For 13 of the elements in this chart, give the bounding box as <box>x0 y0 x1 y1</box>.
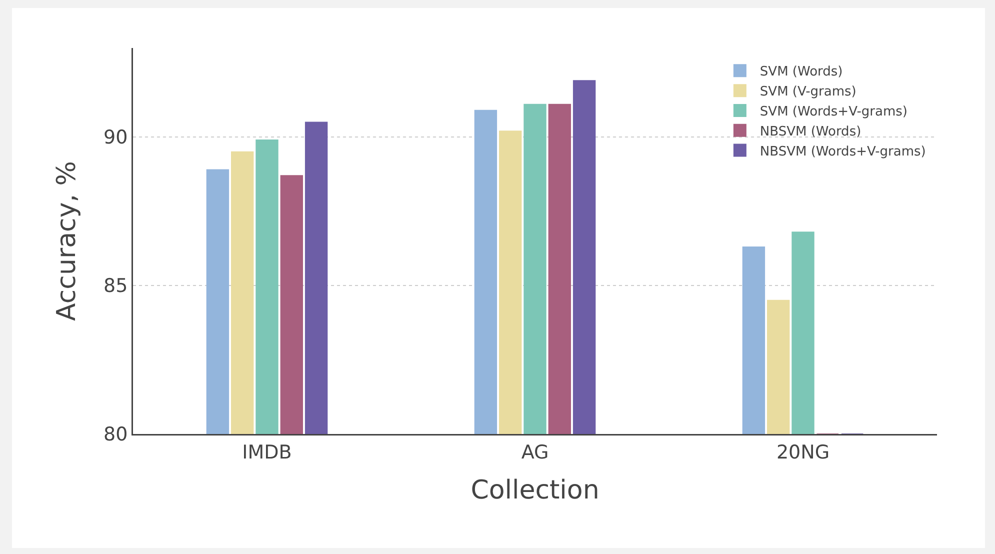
y-axis-title: Accuracy, % <box>52 161 82 321</box>
legend-label: SVM (Words) <box>760 64 843 80</box>
legend-label: SVM (V-grams) <box>760 84 856 100</box>
legend-label: NBSVM (Words+V-grams) <box>760 144 926 160</box>
y-tick-label: 85 <box>104 275 128 298</box>
y-tick-label: 80 <box>104 424 128 446</box>
legend-label: SVM (Words+V-grams) <box>760 104 908 120</box>
y-tick-label: 90 <box>104 126 128 149</box>
x-tick-label: AG <box>521 441 549 464</box>
x-axis-title: Collection <box>470 476 600 506</box>
x-tick-label: 20NG <box>776 441 830 464</box>
x-tick-label: IMDB <box>242 441 292 464</box>
legend-label: NBSVM (Words) <box>760 124 862 140</box>
